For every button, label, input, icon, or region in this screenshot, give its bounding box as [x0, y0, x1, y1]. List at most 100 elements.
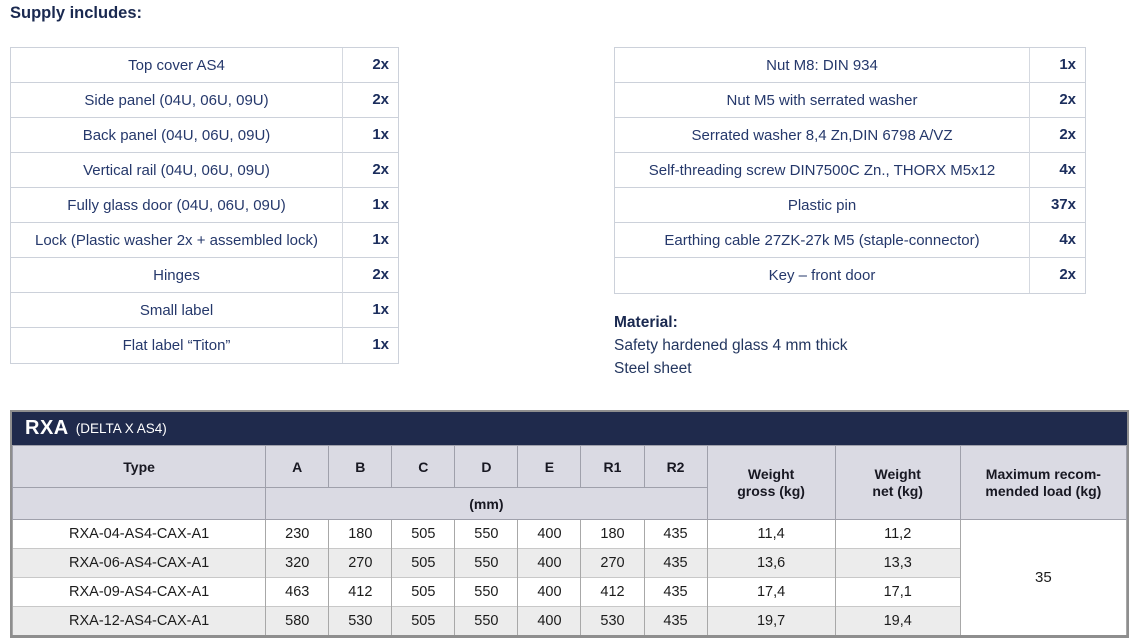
supply-item-qty: 1x	[342, 117, 398, 153]
material-lines: Safety hardened glass 4 mm thick Steel sh…	[614, 334, 847, 380]
spec-col-header-max-load: Maximum recom-mended load (kg)	[959, 445, 1128, 520]
spec-table-subtitle: (DELTA X AS4)	[75, 421, 167, 436]
spec-cell-dim: 530	[328, 606, 393, 635]
supply-row: Plastic pin 37x	[615, 187, 1085, 223]
spec-cell-weight-gross: 13,6	[706, 548, 836, 578]
supply-item-qty: 1x	[342, 328, 398, 363]
spec-header-row: Type A B C D E R1 R2 Weight gross (kg) Weight net (…	[11, 445, 1128, 520]
supply-row: Side panel (04U, 06U, 09U) 2x	[11, 82, 398, 118]
material-heading: Material:	[614, 314, 678, 331]
spec-cell-dim: 505	[391, 519, 456, 549]
spec-data-row: RXA-04-AS4-CAX-A1 230 180 505 550 400 180 435 11…	[11, 519, 1128, 635]
supply-item-qty: 2x	[342, 47, 398, 83]
spec-cell-dim: 435	[643, 577, 708, 607]
supply-item-qty: 2x	[1029, 258, 1085, 293]
spec-cell-dim: 400	[517, 606, 582, 635]
spec-col-header-dim: R2	[643, 445, 708, 488]
spec-unit-label: (mm)	[265, 487, 708, 520]
supply-row: Self-threading screw DIN7500C Zn., THORX…	[615, 152, 1085, 188]
supply-row: Top cover AS4 2x	[11, 47, 398, 83]
material-block: Material: Safety hardened glass 4 mm thi…	[614, 311, 847, 380]
supply-row: Lock (Plastic washer 2x + assembled lock…	[11, 222, 398, 258]
spec-col-header-weight-gross: Weight gross (kg)	[706, 445, 836, 520]
material-line: Safety hardened glass 4 mm thick	[614, 337, 848, 354]
spec-col-header-dim: B	[328, 445, 393, 488]
supply-table-right: Nut M8: DIN 934 1x Nut M5 with serrated wa…	[614, 47, 1086, 294]
material-line: Steel sheet	[614, 360, 692, 377]
spec-cell-dim: 412	[580, 577, 645, 607]
supply-item-label: Lock (Plastic washer 2x + assembled lock…	[34, 231, 319, 249]
spec-table-container: RXA (DELTA X AS4) Type A B C D E R1 R2 Weight gro…	[10, 410, 1129, 638]
spec-header-line: Maximum recom-	[985, 465, 1101, 482]
supply-item-label: Back panel (04U, 06U, 09U)	[82, 126, 271, 144]
supply-row: Vertical rail (04U, 06U, 09U) 2x	[11, 152, 398, 188]
supply-item-label: Nut M8: DIN 934	[766, 56, 878, 74]
spec-cell-dim: 412	[328, 577, 393, 607]
spec-cell-type: RXA-04-AS4-CAX-A1	[11, 519, 267, 549]
supply-row: Key – front door 2x	[615, 258, 1085, 293]
supply-item-qty: 2x	[342, 152, 398, 188]
supply-item-qty: 2x	[1029, 117, 1085, 153]
supply-item-qty: 2x	[1029, 82, 1085, 118]
spec-data-row: RXA-12-AS4-CAX-A1 580 530 505 550 400 530 435 19…	[11, 606, 1127, 635]
supply-item-label: Flat label “Titon”	[122, 337, 231, 354]
spec-cell-weight-gross: 17,4	[706, 577, 836, 607]
supply-item-label: Small label	[139, 301, 214, 319]
supply-item-qty: 2x	[342, 257, 398, 293]
supply-row: Small label 1x	[11, 292, 398, 328]
supply-item-qty: 1x	[342, 222, 398, 258]
supply-item-label: Hinges	[153, 266, 200, 284]
supply-table-left: Top cover AS4 2x Side panel (04U, 06U, 09U…	[10, 47, 399, 364]
supply-item-label: Self-threading screw DIN7500C Zn., THORX…	[648, 161, 996, 179]
spec-table-titlebar: RXA (DELTA X AS4)	[12, 412, 1127, 445]
spec-cell-dim: 550	[454, 577, 519, 607]
supply-row: Back panel (04U, 06U, 09U) 1x	[11, 117, 398, 153]
supply-item-label: Key – front door	[768, 267, 876, 284]
spec-cell-max-load: 35	[959, 519, 1128, 635]
supply-item-qty: 1x	[1029, 47, 1085, 83]
spec-header-line: net (kg)	[872, 482, 923, 499]
supply-item-label: Serrated washer 8,4 Zn,DIN 6798 A/VZ	[691, 126, 953, 144]
spec-table-title: RXA	[25, 417, 69, 439]
supply-item-label: Top cover AS4	[128, 56, 225, 74]
spec-cell-dim: 270	[328, 548, 393, 578]
spec-cell-dim: 580	[265, 606, 330, 635]
supply-item-qty: 1x	[342, 187, 398, 223]
spec-header-line: Weight	[874, 465, 921, 482]
spec-cell-dim: 530	[580, 606, 645, 635]
spec-cell-weight-net: 19,4	[834, 606, 961, 635]
spec-cell-dim: 180	[580, 519, 645, 549]
spec-col-header-dim: A	[265, 445, 330, 488]
spec-cell-weight-net: 11,2	[834, 519, 961, 549]
spec-cell-dim: 463	[265, 577, 330, 607]
spec-cell-dim: 550	[454, 519, 519, 549]
supply-row: Fully glass door (04U, 06U, 09U) 1x	[11, 187, 398, 223]
supply-item-qty: 1x	[342, 292, 398, 328]
supply-row: Earthing cable 27ZK-27k M5 (staple-conne…	[615, 222, 1085, 258]
spec-col-header-dim: E	[517, 445, 582, 488]
spec-cell-dim: 180	[328, 519, 393, 549]
spec-cell-weight-net: 17,1	[834, 577, 961, 607]
spec-cell-dim: 435	[643, 548, 708, 578]
spec-cell-type: RXA-06-AS4-CAX-A1	[11, 548, 267, 578]
spec-col-header-dim: R1	[580, 445, 645, 488]
supply-item-label: Plastic pin	[787, 196, 857, 214]
supply-item-qty: 37x	[1029, 187, 1085, 223]
supply-item-label: Side panel (04U, 06U, 09U)	[84, 91, 269, 109]
spec-cell-dim: 320	[265, 548, 330, 578]
spec-cell-type: RXA-09-AS4-CAX-A1	[11, 577, 267, 607]
spec-cell-dim: 400	[517, 519, 582, 549]
spec-unit-type-empty	[11, 487, 267, 520]
spec-cell-dim: 435	[643, 519, 708, 549]
spec-cell-dim: 230	[265, 519, 330, 549]
spec-cell-dim: 505	[391, 548, 456, 578]
spec-header-line: gross (kg)	[737, 482, 805, 499]
spec-col-header-type: Type	[11, 445, 267, 488]
spec-table: Type A B C D E R1 R2 Weight gross (kg) Weight net (…	[11, 445, 1128, 635]
supply-row: Flat label “Titon” 1x	[11, 328, 398, 363]
supply-row: Nut M5 with serrated washer 2x	[615, 82, 1085, 118]
spec-cell-dim: 505	[391, 577, 456, 607]
spec-col-header-dim: D	[454, 445, 519, 488]
spec-cell-weight-gross: 11,4	[706, 519, 836, 549]
